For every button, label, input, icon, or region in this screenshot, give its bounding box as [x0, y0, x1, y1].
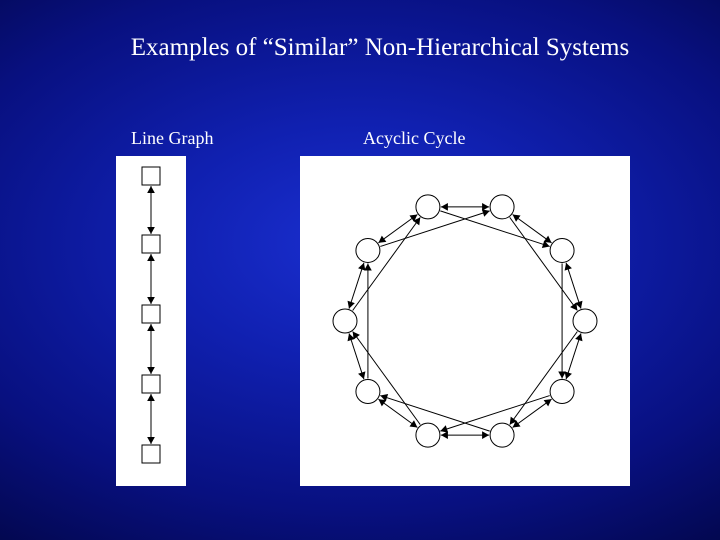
line-graph-svg — [116, 156, 186, 486]
slide-title: Examples of “Similar” Non-Hierarchical S… — [0, 34, 720, 62]
acyclic-cycle-label: Acyclic Cycle — [363, 128, 465, 149]
acyclic-cycle-svg — [300, 156, 630, 486]
slide: Examples of “Similar” Non-Hierarchical S… — [0, 0, 720, 540]
acyclic-cycle-diagram — [300, 156, 630, 486]
line-graph-label: Line Graph — [131, 128, 213, 149]
line-graph-diagram — [116, 156, 186, 486]
